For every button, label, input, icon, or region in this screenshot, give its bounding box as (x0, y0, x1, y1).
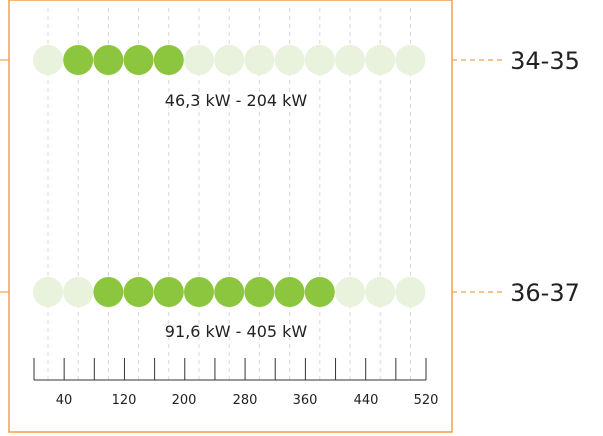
inactive-dot (33, 45, 63, 75)
chart-frame (8, 0, 453, 433)
inactive-dot (365, 277, 396, 307)
inactive-dot (335, 45, 365, 75)
row-label: 34-35 (510, 47, 580, 75)
inactive-dot (214, 45, 245, 75)
active-dot (153, 277, 184, 307)
x-tick-label: 360 (293, 393, 318, 408)
x-tick-label: 40 (56, 393, 73, 408)
inactive-dot (184, 45, 214, 75)
x-tick-label: 200 (172, 393, 197, 408)
inactive-dot (63, 277, 94, 307)
active-dot (153, 45, 184, 75)
active-dot (214, 277, 245, 307)
inactive-dot (395, 45, 426, 75)
active-dot (93, 45, 124, 75)
active-dot (304, 277, 335, 307)
range-label: 46,3 kW - 204 kW (165, 91, 308, 110)
x-tick-label: 440 (354, 393, 379, 408)
range-label: 91,6 kW - 405 kW (165, 322, 308, 341)
x-tick-label: 280 (233, 393, 258, 408)
inactive-dot (365, 45, 396, 75)
inactive-dot (244, 45, 275, 75)
inactive-dot (304, 45, 335, 75)
active-dot (123, 45, 154, 75)
row-label: 36-37 (510, 279, 580, 307)
active-dot (63, 45, 94, 75)
active-dot (244, 277, 275, 307)
x-tick-label: 520 (414, 393, 439, 408)
active-dot (93, 277, 124, 307)
active-dot (274, 277, 305, 307)
active-dot (123, 277, 154, 307)
inactive-dot (33, 277, 63, 307)
inactive-dot (335, 277, 365, 307)
inactive-dot (274, 45, 305, 75)
inactive-dot (395, 277, 426, 307)
x-tick-label: 120 (112, 393, 137, 408)
active-dot (184, 277, 214, 307)
